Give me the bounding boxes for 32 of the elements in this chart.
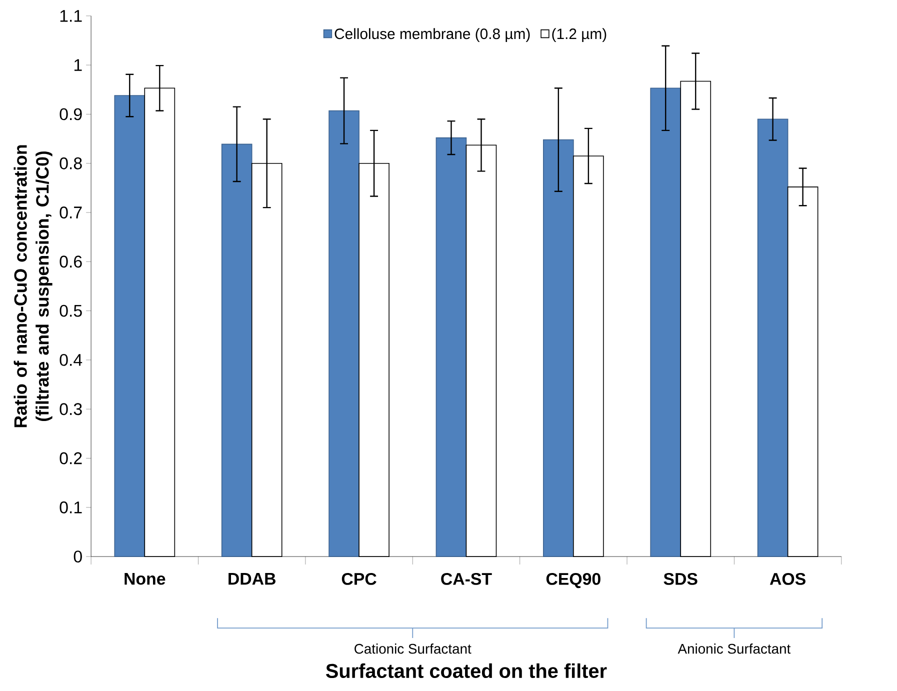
bar [328, 110, 360, 558]
y-tick-label: 0.2 [60, 452, 82, 464]
y-tick-label: 0.7 [60, 206, 82, 219]
bar [221, 144, 252, 558]
x-tick-label: SDS [664, 573, 698, 586]
y-tick-label: 0.5 [60, 304, 82, 317]
legend-label: Celloluse membrane (0.8 µm) [334, 28, 530, 42]
y-tick-label: 0.3 [60, 403, 82, 416]
bar [114, 95, 146, 558]
y-tick-label: 0.9 [60, 108, 82, 120]
x-tick-label: CPC [342, 573, 376, 586]
x-tick-label: CEQ90 [546, 573, 600, 588]
y-tick-label: 0.6 [60, 256, 82, 268]
x-tick-label: CA-ST [441, 573, 492, 586]
y-tick-label: 0.8 [60, 158, 82, 170]
legend-label: (1.2 µm) [552, 28, 606, 42]
x-tick-label: AOS [770, 573, 806, 586]
y-tick-label: 0 [74, 550, 82, 563]
bar [650, 88, 682, 558]
bar [757, 118, 788, 558]
y-tick-label: 0.4 [60, 354, 82, 366]
y-tick-label: 1.1 [60, 10, 82, 22]
x-axis-title: Surfactant coated on the filter [326, 664, 607, 678]
x-tick-label: None [124, 573, 166, 585]
y-axis-title: Ratio of nano-CuO concentration (filtrate and suspension, C1/C0) [14, 145, 52, 428]
text: Anionic Surfactant [678, 644, 791, 654]
bar [436, 138, 467, 558]
text: Cationic Surfactant [354, 644, 472, 654]
bar [543, 139, 574, 558]
x-tick-label: DDAB [228, 573, 276, 585]
y-tick-label: 1 [74, 59, 82, 71]
y-tick-label: 0.1 [60, 502, 82, 514]
